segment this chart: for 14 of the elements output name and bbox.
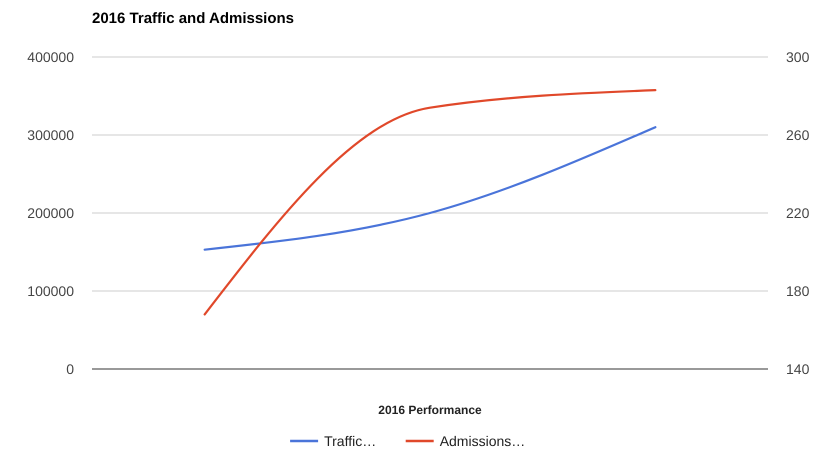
legend-label: Admissions…: [440, 432, 526, 449]
legend-label: Traffic…: [324, 432, 376, 449]
y2-tick-label: 220: [786, 204, 810, 221]
y2-tick-label: 180: [786, 282, 810, 299]
y2-tick-label: 260: [786, 126, 810, 143]
y-tick-label: 100000: [27, 282, 74, 299]
x-axis-title: 2016 Performance: [378, 403, 482, 417]
y-tick-label: 400000: [27, 48, 74, 65]
chart-title: 2016 Traffic and Admissions: [92, 10, 294, 27]
y2-tick-label: 300: [786, 48, 810, 65]
y-tick-label: 200000: [27, 204, 74, 221]
y-tick-label: 0: [66, 360, 74, 377]
y2-tick-label: 140: [786, 360, 810, 377]
y-tick-label: 300000: [27, 126, 74, 143]
